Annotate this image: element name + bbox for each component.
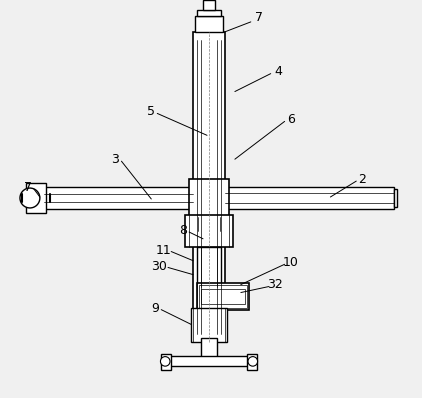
Bar — [185, 215, 233, 247]
Circle shape — [160, 357, 170, 366]
Text: 32: 32 — [267, 278, 283, 291]
Text: 6: 6 — [287, 113, 295, 126]
Bar — [161, 354, 171, 370]
Text: 10: 10 — [283, 256, 298, 269]
Bar — [26, 183, 46, 213]
Text: 7: 7 — [24, 181, 32, 193]
Text: 5: 5 — [147, 105, 155, 118]
Text: 9: 9 — [151, 302, 159, 315]
Bar — [44, 187, 193, 209]
Bar — [191, 308, 227, 342]
Bar — [197, 10, 221, 16]
Circle shape — [20, 188, 40, 208]
Text: 2: 2 — [358, 173, 366, 185]
Bar — [201, 289, 245, 304]
Bar — [394, 189, 397, 207]
Circle shape — [248, 357, 257, 366]
Text: 4: 4 — [275, 65, 283, 78]
Text: 11: 11 — [155, 244, 171, 257]
Bar — [197, 283, 249, 310]
Bar — [203, 0, 215, 10]
Bar — [195, 217, 223, 231]
Bar — [165, 356, 253, 366]
Bar — [247, 354, 257, 370]
Bar — [199, 285, 247, 308]
Text: 7: 7 — [255, 12, 263, 24]
Bar — [225, 187, 394, 209]
Bar — [189, 179, 229, 217]
Bar — [193, 32, 225, 342]
Bar — [201, 338, 217, 362]
Bar — [197, 247, 221, 287]
Text: 3: 3 — [111, 153, 119, 166]
Text: 30: 30 — [151, 260, 167, 273]
Text: 8: 8 — [179, 224, 187, 237]
Bar — [195, 16, 223, 32]
